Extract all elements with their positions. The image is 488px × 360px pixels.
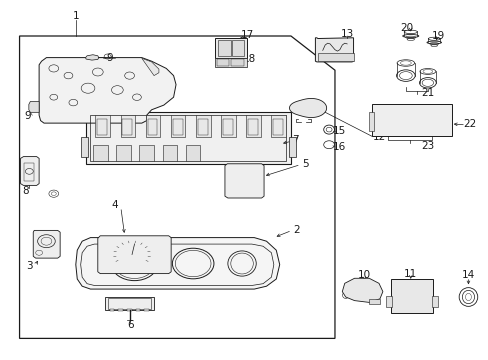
Polygon shape	[315, 38, 353, 62]
Bar	[170, 115, 185, 137]
Bar	[127, 309, 132, 311]
Text: 1: 1	[72, 11, 79, 21]
Text: 20: 20	[400, 23, 412, 33]
Polygon shape	[39, 58, 176, 123]
Bar	[198, 119, 207, 135]
Bar	[246, 115, 261, 137]
Polygon shape	[29, 102, 39, 112]
Bar	[144, 309, 149, 311]
Text: 12: 12	[371, 132, 385, 142]
Bar	[217, 59, 229, 66]
Bar	[122, 119, 132, 135]
Bar	[90, 115, 285, 161]
Bar	[95, 115, 110, 137]
Bar	[105, 297, 154, 310]
Bar	[118, 266, 127, 271]
Bar	[386, 296, 391, 307]
Polygon shape	[20, 157, 39, 185]
Bar	[145, 115, 160, 137]
Bar	[215, 38, 246, 58]
Text: 6: 6	[126, 320, 133, 330]
Bar	[107, 298, 150, 309]
Bar	[116, 145, 130, 161]
Polygon shape	[342, 278, 382, 302]
Bar	[231, 59, 243, 66]
Bar	[273, 119, 283, 135]
Circle shape	[408, 120, 414, 123]
Bar	[135, 309, 140, 311]
Text: 11: 11	[403, 269, 417, 279]
Bar	[368, 299, 379, 304]
Text: 18: 18	[242, 54, 256, 64]
Polygon shape	[76, 238, 279, 289]
Bar	[196, 115, 210, 137]
Bar	[223, 119, 232, 135]
Bar	[248, 119, 258, 135]
Text: 23: 23	[420, 141, 434, 151]
Text: 9: 9	[24, 111, 31, 121]
Bar	[371, 104, 451, 136]
Text: 8: 8	[22, 186, 29, 196]
Bar	[289, 137, 296, 157]
Bar	[172, 119, 182, 135]
Bar	[107, 266, 116, 271]
Polygon shape	[289, 99, 326, 117]
Bar	[97, 119, 107, 135]
Bar	[395, 285, 425, 309]
Text: 16: 16	[332, 142, 346, 152]
Text: 5: 5	[302, 159, 308, 169]
Bar	[271, 115, 285, 137]
Bar	[151, 266, 160, 271]
Bar	[221, 115, 235, 137]
Bar	[390, 279, 432, 313]
Bar	[317, 53, 353, 61]
Text: 7: 7	[292, 135, 299, 145]
Text: 19: 19	[430, 31, 444, 41]
Bar	[392, 280, 430, 312]
Bar	[368, 112, 373, 131]
Text: 22: 22	[462, 119, 475, 129]
Bar	[109, 309, 114, 311]
Bar	[147, 119, 157, 135]
Text: 4: 4	[111, 200, 118, 210]
Bar	[215, 58, 246, 67]
Bar	[139, 145, 154, 161]
Polygon shape	[33, 230, 60, 258]
Bar	[232, 40, 244, 56]
Bar	[431, 296, 437, 307]
Bar	[85, 112, 290, 164]
Text: 14: 14	[461, 270, 474, 280]
Text: 21: 21	[420, 88, 434, 98]
Polygon shape	[20, 36, 334, 338]
Polygon shape	[85, 55, 99, 60]
Bar	[106, 265, 154, 272]
Text: 9: 9	[106, 53, 113, 63]
Bar	[129, 266, 138, 271]
Bar	[120, 115, 135, 137]
Polygon shape	[98, 236, 171, 274]
Text: 3: 3	[26, 261, 33, 271]
Bar	[24, 163, 34, 181]
Circle shape	[385, 120, 390, 123]
Circle shape	[130, 253, 134, 256]
Bar	[185, 145, 200, 161]
Bar	[81, 137, 87, 157]
Bar	[162, 145, 177, 161]
Text: 15: 15	[332, 126, 346, 136]
Bar	[118, 309, 123, 311]
Bar	[373, 106, 449, 135]
Bar	[141, 266, 148, 271]
Polygon shape	[142, 58, 159, 76]
Bar	[217, 40, 230, 56]
Circle shape	[429, 120, 433, 123]
Circle shape	[300, 106, 305, 110]
Bar	[93, 145, 107, 161]
Text: 17: 17	[240, 30, 253, 40]
Text: 13: 13	[340, 29, 353, 39]
Text: 2: 2	[293, 225, 300, 235]
Text: 10: 10	[357, 270, 370, 280]
Polygon shape	[224, 164, 264, 198]
